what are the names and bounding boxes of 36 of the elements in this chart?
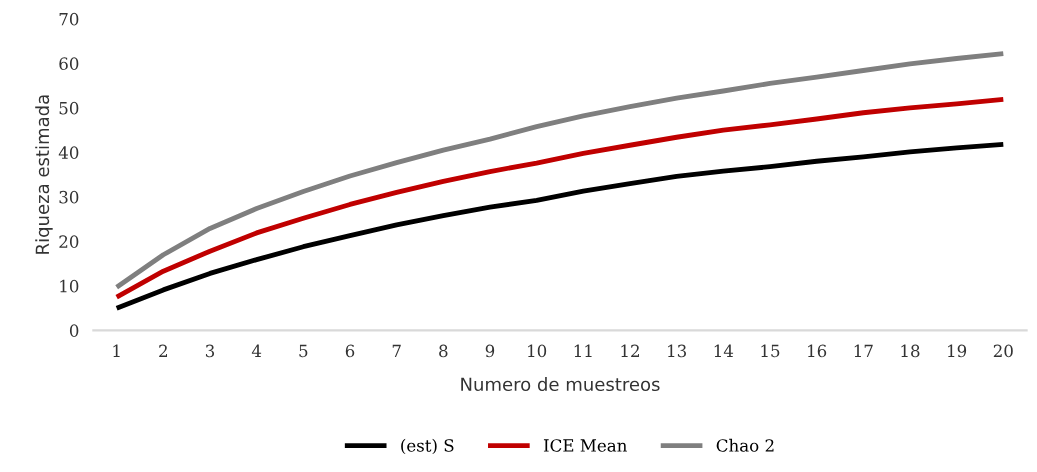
x-tick-label: 2 [159,344,167,357]
y-tick-label: 70 [59,12,79,26]
x-tick-label: 6 [345,344,355,358]
x-tick-label: 5 [299,344,308,358]
x-tick-label: 17 [854,344,873,357]
y-tick-label: 20 [59,235,79,248]
y-tick-label: 50 [59,101,79,115]
x-tick-label: 18 [901,344,920,358]
line-series [114,51,1006,290]
x-tick-label: 12 [621,344,639,357]
y-tick-label: 40 [58,146,79,159]
x-tick-label: 15 [761,344,780,358]
legend-label: Chao 2 [716,438,774,452]
y-tick-label: 10 [60,279,79,293]
x-tick-label: 9 [485,344,495,358]
x-tick-label: 20 [993,344,1013,358]
line-series [114,97,1006,300]
x-tick-label: 13 [668,344,687,358]
legend-label: (est) S [401,438,454,455]
x-tick-label: 14 [714,344,734,357]
line-series [114,141,1006,311]
x-tick-label: 19 [948,344,967,358]
x-tick-label: 4 [251,344,262,357]
x-tick-label: 10 [528,344,547,358]
x-tick-label: 1 [113,344,120,357]
x-tick-label: 8 [439,344,448,358]
legend-label: ICE Mean [543,439,627,452]
y-tick-label: 30 [59,190,79,204]
x-tick-label: 16 [808,344,827,358]
y-tick-label: 0 [69,324,79,337]
x-tick-label: 7 [392,344,401,357]
x-tick-label: 11 [574,344,592,357]
x-tick-label: 3 [205,344,215,358]
y-axis-title: Riqueza estimada [35,95,53,254]
x-axis-title: Numero de muestreos [461,377,660,392]
y-tick-label: 60 [59,57,79,70]
